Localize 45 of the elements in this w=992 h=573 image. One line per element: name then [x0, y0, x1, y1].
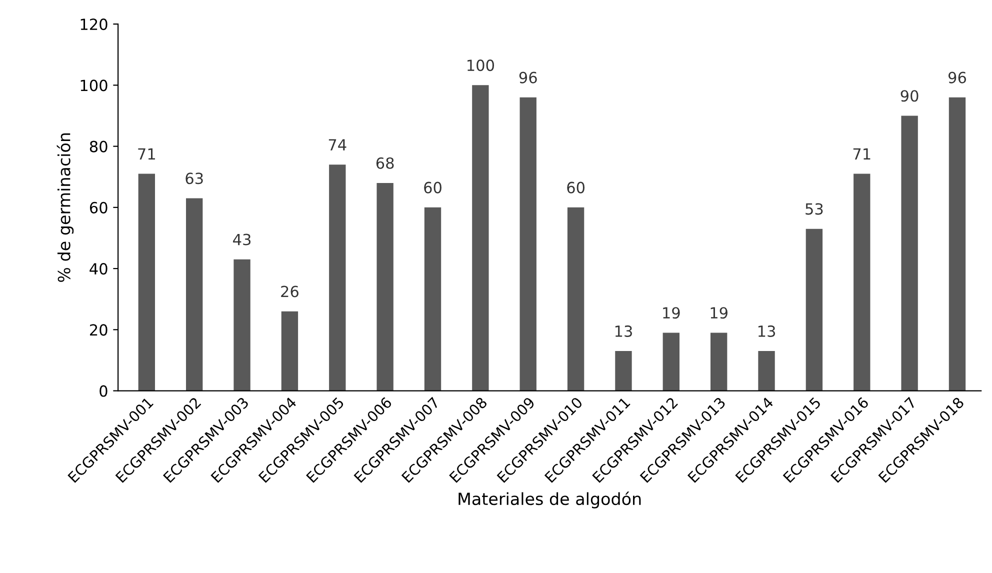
bar [376, 182, 394, 391]
data-label: 96 [519, 72, 537, 84]
data-label: 60 [567, 182, 584, 194]
data-label: 96 [948, 72, 966, 84]
data-label: 68 [376, 157, 394, 169]
bar [901, 116, 918, 391]
data-label: 60 [424, 182, 442, 194]
y-tick-label: 40 [90, 263, 108, 275]
data-label: 71 [853, 148, 870, 160]
bar [854, 174, 870, 391]
data-label: 43 [233, 234, 251, 246]
bar [567, 207, 584, 391]
y-tick-label: 120 [80, 18, 108, 30]
bar [234, 259, 250, 391]
bar [138, 174, 155, 391]
data-label: 19 [710, 307, 728, 319]
data-label: 13 [758, 325, 776, 337]
y-tick-label: 0 [100, 385, 108, 397]
bar [710, 332, 728, 391]
data-label: 74 [328, 139, 346, 150]
data-label: 13 [615, 325, 632, 337]
bar [281, 311, 298, 391]
bar [662, 332, 680, 391]
data-label: 100 [468, 60, 494, 72]
data-label: 71 [138, 148, 155, 160]
data-label: 19 [663, 307, 680, 319]
data-label: 26 [281, 286, 298, 298]
data-label: 53 [806, 203, 823, 215]
data-label: 63 [186, 172, 203, 184]
bar [186, 198, 203, 391]
y-tick-label: 100 [80, 80, 108, 92]
bar [472, 85, 489, 391]
y-axis-title: % de germinación [56, 133, 74, 282]
y-tick-label: 20 [90, 324, 108, 336]
x-axis-title: Materiales de algodón [458, 492, 641, 508]
bar [520, 97, 536, 391]
data-label: 90 [900, 90, 918, 102]
bar [948, 97, 966, 391]
y-tick-label: 60 [90, 202, 108, 214]
bar [758, 351, 775, 391]
bar [424, 207, 442, 391]
y-tick-label: 80 [90, 140, 108, 152]
bar [806, 228, 823, 391]
bar [329, 164, 346, 391]
bar [615, 351, 632, 391]
